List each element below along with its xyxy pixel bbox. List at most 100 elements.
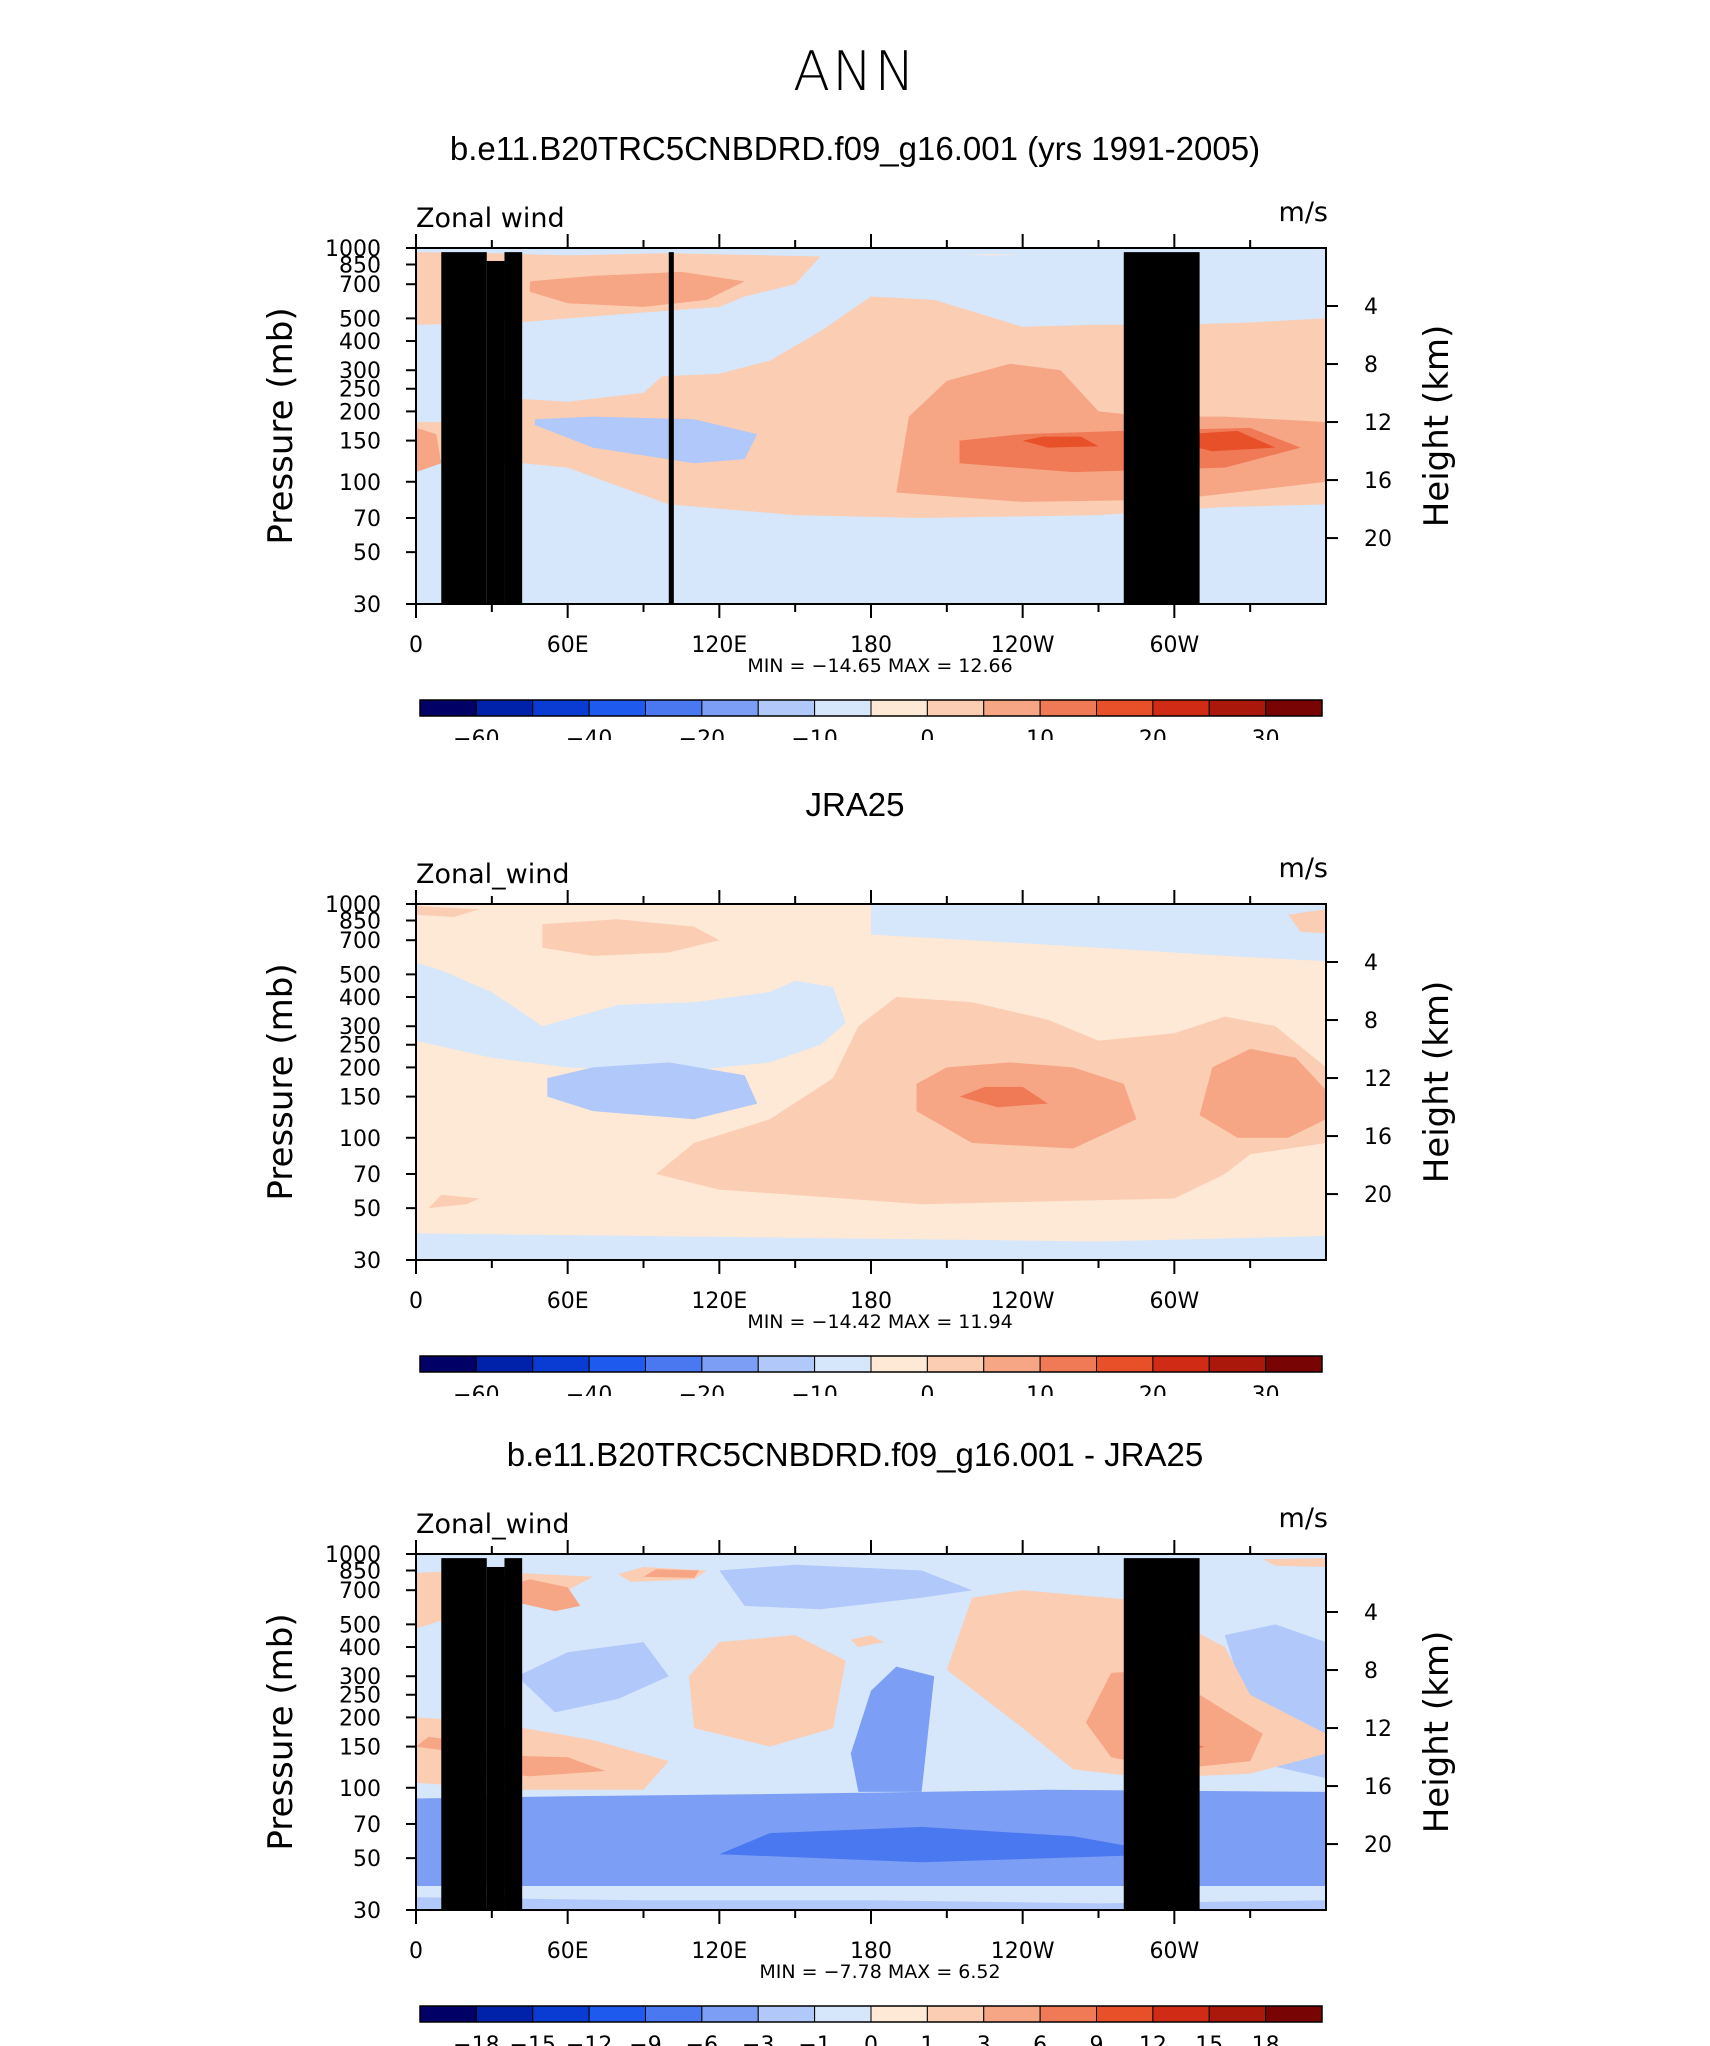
colorbar-label: 10 [1026, 727, 1054, 740]
colorbar-swatch [1039, 699, 1097, 717]
contour-field [416, 248, 1326, 604]
colorbar-swatch [926, 1355, 985, 1373]
lon-tick-label: 120W [991, 633, 1055, 658]
colorbar-label: 20 [1139, 727, 1167, 740]
height-tick-label: 4 [1364, 951, 1378, 976]
colorbar-swatch [1208, 2005, 1267, 2023]
colorbar-label: 18 [1252, 2033, 1280, 2046]
colorbar-swatch [1096, 2005, 1154, 2023]
land-mask [486, 260, 505, 604]
panel-1-chart: 0 60E 120E 180 120W 60W3050701001502002503004… [261, 197, 1457, 740]
pressure-tick-label: 30 [353, 593, 381, 618]
colorbar-label: −6 [686, 2033, 718, 2046]
pressure-tick-label: 200 [339, 1056, 381, 1081]
colorbar-swatch [1208, 699, 1267, 717]
colorbar-swatch [532, 699, 590, 717]
colorbar-swatch [419, 1355, 477, 1373]
pressure-tick-label: 150 [339, 1736, 381, 1761]
pressure-tick-label: 200 [339, 400, 381, 425]
y-axis-label: Pressure (mb) [261, 1613, 301, 1850]
lon-tick-label: 60W [1149, 633, 1199, 658]
lon-tick-label: 60E [547, 633, 589, 658]
lon-tick-label: 0 [409, 633, 423, 658]
colorbar-swatch [757, 2005, 816, 2023]
height-tick-label: 12 [1364, 411, 1392, 436]
colorbar-swatch [1265, 699, 1323, 717]
contour-region [517, 1642, 669, 1713]
pressure-tick-label: 100 [339, 471, 381, 496]
colorbar-swatch [926, 2005, 985, 2023]
colorbar-label: −18 [453, 2033, 499, 2046]
variable-label: Zonal_wind [416, 859, 570, 890]
height-tick-label: 16 [1364, 469, 1392, 494]
pressure-tick-label: 300 [339, 359, 381, 384]
colorbar-swatch [701, 2005, 759, 2023]
colorbar-label: 30 [1252, 1383, 1280, 1396]
pressure-tick-label: 250 [339, 1684, 381, 1709]
colorbar-swatch [1152, 2005, 1210, 2023]
colorbar-swatch [926, 699, 985, 717]
contour-region [534, 416, 758, 464]
colorbar-swatch [701, 1355, 759, 1373]
height-tick-label: 16 [1364, 1775, 1392, 1800]
colorbar-swatch [645, 699, 703, 717]
colorbar-swatch [814, 1355, 872, 1373]
colorbar-label: −12 [566, 2033, 612, 2046]
lon-tick-label: 60W [1149, 1939, 1199, 1964]
lon-tick-label: 120W [991, 1939, 1055, 1964]
colorbar-swatch [870, 2005, 928, 2023]
contour-region [416, 962, 846, 1073]
colorbar-swatch [870, 699, 928, 717]
colorbar-swatch [588, 1355, 646, 1373]
colorbar-swatch [1039, 1355, 1097, 1373]
colorbar-label: 1 [920, 2033, 934, 2046]
contour-region [504, 1579, 581, 1612]
contour-region [1288, 909, 1326, 934]
lon-tick-label: 0 [409, 1289, 423, 1314]
colorbar-label: 6 [1033, 2033, 1047, 2046]
contour-field [416, 1554, 1326, 1910]
colorbar-label: −60 [453, 1383, 499, 1396]
colorbar-swatch [870, 1355, 928, 1373]
variable-label: Zonal wind [416, 203, 565, 234]
pressure-tick-label: 30 [353, 1249, 381, 1274]
colorbar-label: −20 [679, 1383, 725, 1396]
height-tick-label: 4 [1364, 295, 1378, 320]
land-mask [504, 1558, 523, 1910]
colorbar-label: 30 [1252, 727, 1280, 740]
height-tick-label: 20 [1364, 527, 1392, 552]
colorbar-swatch [1208, 1355, 1267, 1373]
colorbar-swatch [983, 699, 1041, 717]
colorbar-label: 12 [1139, 2033, 1167, 2046]
colorbar-frame [419, 2005, 1323, 2023]
contour-region [871, 904, 1326, 962]
contour-region [1022, 436, 1099, 448]
lon-tick-label: 180 [850, 1289, 892, 1314]
contour-region [416, 427, 442, 473]
colorbar-swatch [1039, 2005, 1097, 2023]
land-mask [504, 252, 523, 604]
variable-label: Zonal_wind [416, 1509, 570, 1540]
y-axis-label-right: Height (km) [1417, 1631, 1457, 1834]
colorbar-label: −1 [798, 2033, 830, 2046]
contour-region [916, 1062, 1137, 1149]
contour-region [529, 271, 745, 307]
height-tick-label: 20 [1364, 1833, 1392, 1858]
colorbar-label: −40 [566, 1383, 612, 1396]
colorbar-swatch [983, 1355, 1041, 1373]
colorbar-label: 0 [864, 2033, 878, 2046]
land-mask [441, 252, 487, 604]
colorbar-label: −60 [453, 727, 499, 740]
pressure-tick-label: 200 [339, 1706, 381, 1731]
y-axis-label: Pressure (mb) [261, 963, 301, 1200]
pressure-tick-label: 50 [353, 1847, 381, 1872]
pressure-tick-label: 100 [339, 1777, 381, 1802]
height-tick-label: 8 [1364, 353, 1378, 378]
colorbar-label: −10 [791, 1383, 837, 1396]
min-max-label: MIN = −14.42 MAX = 11.94 [747, 1311, 1012, 1333]
colorbar-label: −9 [629, 2033, 661, 2046]
units-label: m/s [1279, 1503, 1328, 1534]
y-axis-label-right: Height (km) [1417, 981, 1457, 1184]
pressure-tick-label: 500 [339, 963, 381, 988]
land-mask [486, 1566, 505, 1910]
